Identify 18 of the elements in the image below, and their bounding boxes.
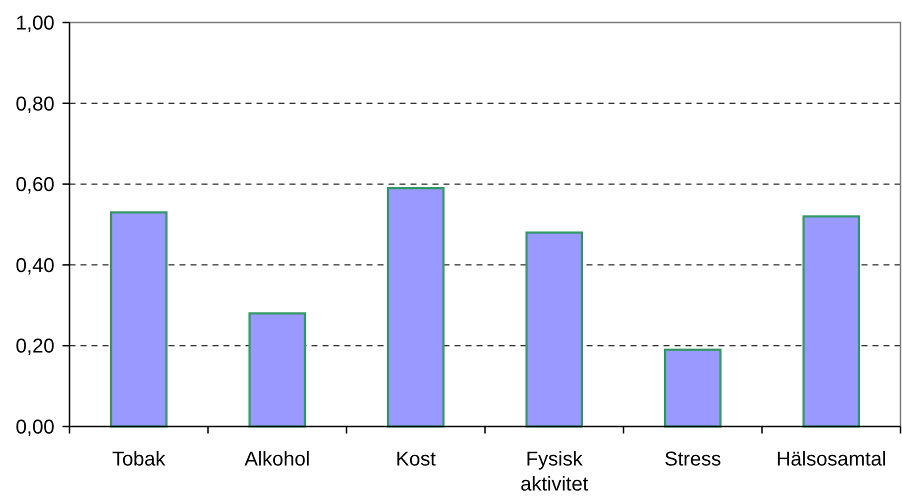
bar (386, 187, 445, 428)
y-tick-label: 0,40 (16, 254, 54, 277)
y-tick-label: 0,60 (16, 174, 54, 196)
bar (525, 231, 584, 428)
bar (248, 312, 306, 428)
x-tick-label: Stress (664, 448, 722, 470)
x-tick-label: Hälsosamtal (776, 448, 886, 470)
y-tick-label: 0,80 (16, 93, 54, 116)
x-tick-label: Tobak (112, 448, 166, 470)
x-tick-label: Alkohol (244, 448, 310, 470)
x-tick-label: Kost (396, 448, 436, 470)
x-tick-label: Fysisk aktivitet (520, 448, 589, 496)
y-tick-label: 0,20 (16, 336, 54, 358)
bar (664, 348, 722, 428)
bar (802, 215, 860, 428)
y-tick-label: 0,00 (16, 416, 54, 438)
bar (110, 211, 168, 428)
y-tick-label: 1,00 (16, 12, 54, 34)
